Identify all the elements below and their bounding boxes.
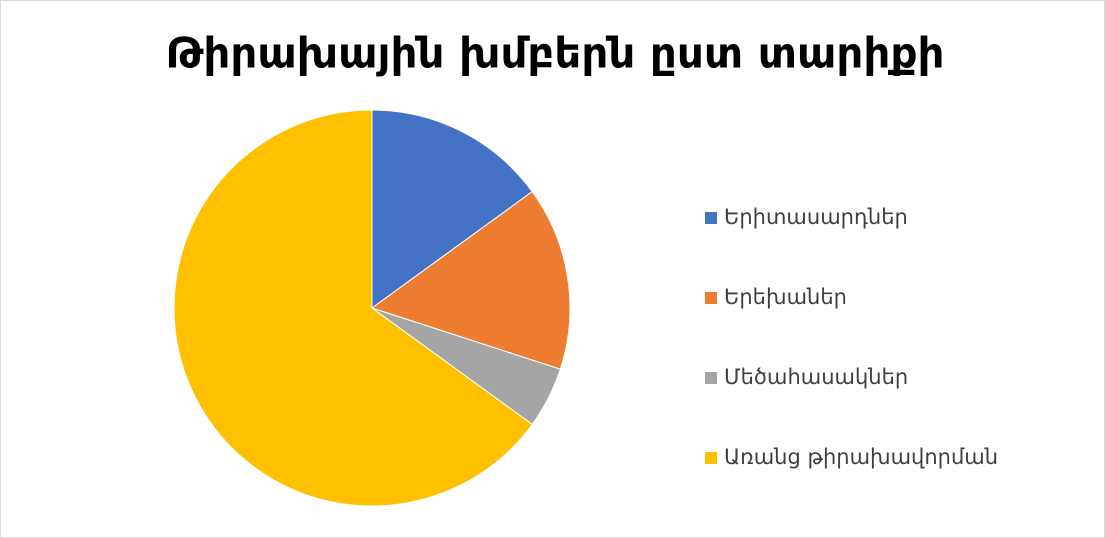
chart-title: Թիրախային խմբերն ըստ տարիքի — [165, 29, 944, 78]
legend-swatch — [705, 292, 717, 304]
legend-swatch — [705, 452, 717, 464]
legend-label: Առանց թիրախավորման — [724, 445, 998, 469]
pie-slice — [173, 109, 533, 507]
legend-swatch — [705, 372, 717, 384]
legend-label: Երեխաներ — [724, 285, 847, 309]
pie-slice — [370, 190, 571, 370]
pie-slice — [371, 109, 533, 309]
legend-label: Երիտասարդներ — [724, 205, 908, 229]
legend-swatch — [705, 212, 717, 224]
legend-label: Մեծահասակներ — [724, 365, 908, 389]
